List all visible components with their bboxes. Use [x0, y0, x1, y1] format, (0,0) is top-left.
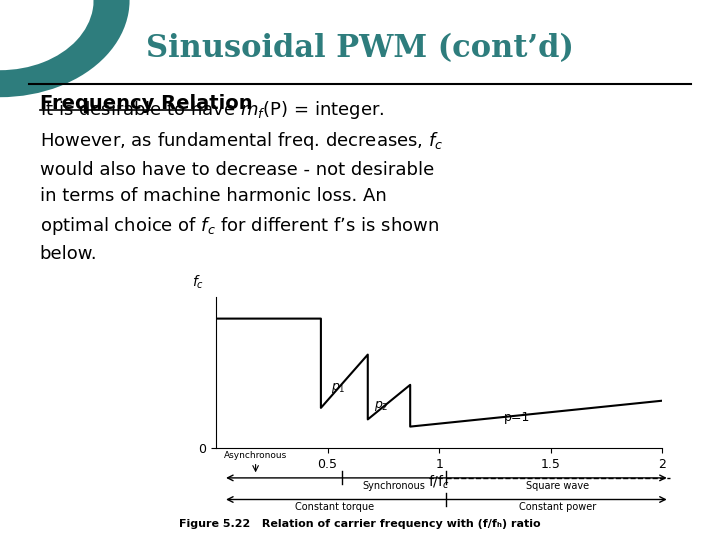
Text: $p_1$: $p_1$ — [331, 381, 346, 395]
Text: p=1: p=1 — [504, 411, 531, 424]
Text: Figure 5.22   Relation of carrier frequency with (f/fₕ) ratio: Figure 5.22 Relation of carrier frequenc… — [179, 519, 541, 529]
X-axis label: f/f$_c$: f/f$_c$ — [428, 474, 450, 491]
Wedge shape — [0, 0, 130, 97]
Text: $p_2$: $p_2$ — [374, 400, 389, 414]
Text: Sinusoidal PWM (cont’d): Sinusoidal PWM (cont’d) — [146, 33, 574, 64]
Text: It is desirable to have $m_f$(P) = integer.
However, as fundamental freq. decrea: It is desirable to have $m_f$(P) = integ… — [40, 99, 443, 263]
Text: Constant power: Constant power — [519, 502, 597, 512]
Text: Frequency Relation: Frequency Relation — [40, 94, 252, 113]
Text: Synchronous: Synchronous — [363, 481, 426, 491]
Text: Constant torque: Constant torque — [295, 502, 374, 512]
Text: Asynchronous: Asynchronous — [224, 451, 287, 461]
Wedge shape — [0, 0, 94, 70]
Text: Square wave: Square wave — [526, 481, 590, 491]
Text: $f_c$: $f_c$ — [192, 274, 204, 291]
